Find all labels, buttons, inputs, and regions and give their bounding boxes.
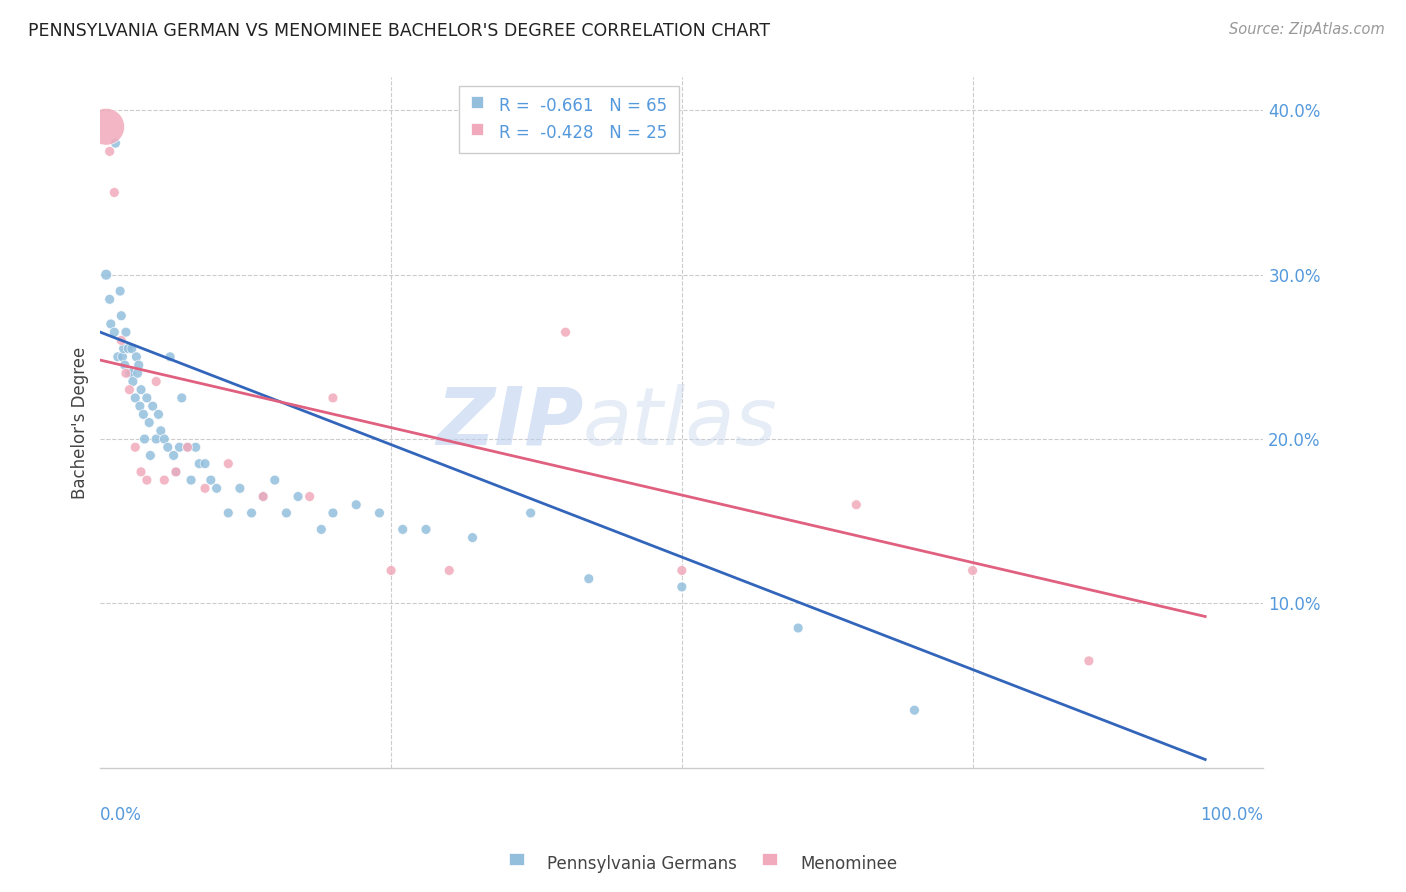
Point <box>129 465 152 479</box>
Point <box>124 391 146 405</box>
Point <box>194 481 217 495</box>
Point <box>205 481 228 495</box>
Point <box>145 432 167 446</box>
Point <box>176 440 198 454</box>
Point <box>128 399 150 413</box>
Text: ZIP: ZIP <box>436 384 583 461</box>
Point <box>1077 654 1099 668</box>
Point <box>96 268 118 282</box>
Point <box>132 408 155 422</box>
Point <box>124 440 146 454</box>
Point <box>671 580 693 594</box>
Text: 100.0%: 100.0% <box>1201 805 1264 823</box>
Point <box>252 490 274 504</box>
Point <box>118 383 141 397</box>
Point <box>122 375 145 389</box>
Point <box>240 506 263 520</box>
Point <box>263 473 285 487</box>
Point <box>322 506 344 520</box>
Point <box>149 424 172 438</box>
Point <box>519 506 541 520</box>
Point <box>252 490 274 504</box>
Text: PENNSYLVANIA GERMAN VS MENOMINEE BACHELOR'S DEGREE CORRELATION CHART: PENNSYLVANIA GERMAN VS MENOMINEE BACHELO… <box>28 22 770 40</box>
Point <box>117 342 139 356</box>
Point <box>103 186 125 200</box>
Point <box>787 621 810 635</box>
Point <box>110 334 132 348</box>
Point <box>169 440 191 454</box>
Point <box>368 506 391 520</box>
Point <box>129 383 152 397</box>
Point <box>103 325 125 339</box>
Point <box>108 284 131 298</box>
Point <box>578 572 600 586</box>
Point <box>180 473 202 487</box>
Point <box>671 564 693 578</box>
Point <box>153 432 176 446</box>
Point <box>110 309 132 323</box>
Point <box>118 366 141 380</box>
Point <box>100 317 122 331</box>
Point <box>156 440 179 454</box>
Point <box>311 522 333 536</box>
Point <box>98 293 121 307</box>
Point <box>176 440 198 454</box>
Point <box>287 490 309 504</box>
Point <box>276 506 298 520</box>
Point <box>96 120 118 134</box>
Point <box>135 473 157 487</box>
Point <box>344 498 367 512</box>
Point <box>114 358 136 372</box>
Point <box>145 375 167 389</box>
Point <box>962 564 984 578</box>
Point <box>120 366 142 380</box>
Point <box>188 457 211 471</box>
Point <box>200 473 222 487</box>
Point <box>217 506 239 520</box>
Point <box>170 391 193 405</box>
Point <box>142 399 165 413</box>
Point <box>439 564 461 578</box>
Point <box>554 325 576 339</box>
Point <box>115 325 138 339</box>
Text: atlas: atlas <box>583 384 778 461</box>
Point <box>217 457 239 471</box>
Y-axis label: Bachelor's Degree: Bachelor's Degree <box>72 346 89 499</box>
Point <box>903 703 925 717</box>
Point <box>121 342 143 356</box>
Point <box>104 136 127 151</box>
Point <box>415 522 437 536</box>
Point <box>322 391 344 405</box>
Point <box>159 350 181 364</box>
Point <box>461 531 484 545</box>
Point <box>845 498 868 512</box>
Point <box>125 350 148 364</box>
Text: Source: ZipAtlas.com: Source: ZipAtlas.com <box>1229 22 1385 37</box>
Point <box>112 342 135 356</box>
Point <box>165 465 187 479</box>
Point <box>107 350 129 364</box>
Point <box>165 465 187 479</box>
Point <box>229 481 252 495</box>
Point <box>138 416 160 430</box>
Legend: Pennsylvania Germans, Menominee: Pennsylvania Germans, Menominee <box>502 848 904 880</box>
Point <box>139 449 162 463</box>
Point <box>162 449 184 463</box>
Point <box>148 408 170 422</box>
Point <box>134 432 156 446</box>
Legend: R =  -0.661   N = 65, R =  -0.428   N = 25: R = -0.661 N = 65, R = -0.428 N = 25 <box>460 86 679 153</box>
Point <box>194 457 217 471</box>
Text: 0.0%: 0.0% <box>100 805 142 823</box>
Point <box>391 522 413 536</box>
Point <box>298 490 321 504</box>
Point <box>184 440 207 454</box>
Point <box>111 350 134 364</box>
Point <box>98 145 121 159</box>
Point <box>115 366 138 380</box>
Point <box>127 366 149 380</box>
Point <box>135 391 157 405</box>
Point <box>153 473 176 487</box>
Point <box>128 358 150 372</box>
Point <box>380 564 402 578</box>
